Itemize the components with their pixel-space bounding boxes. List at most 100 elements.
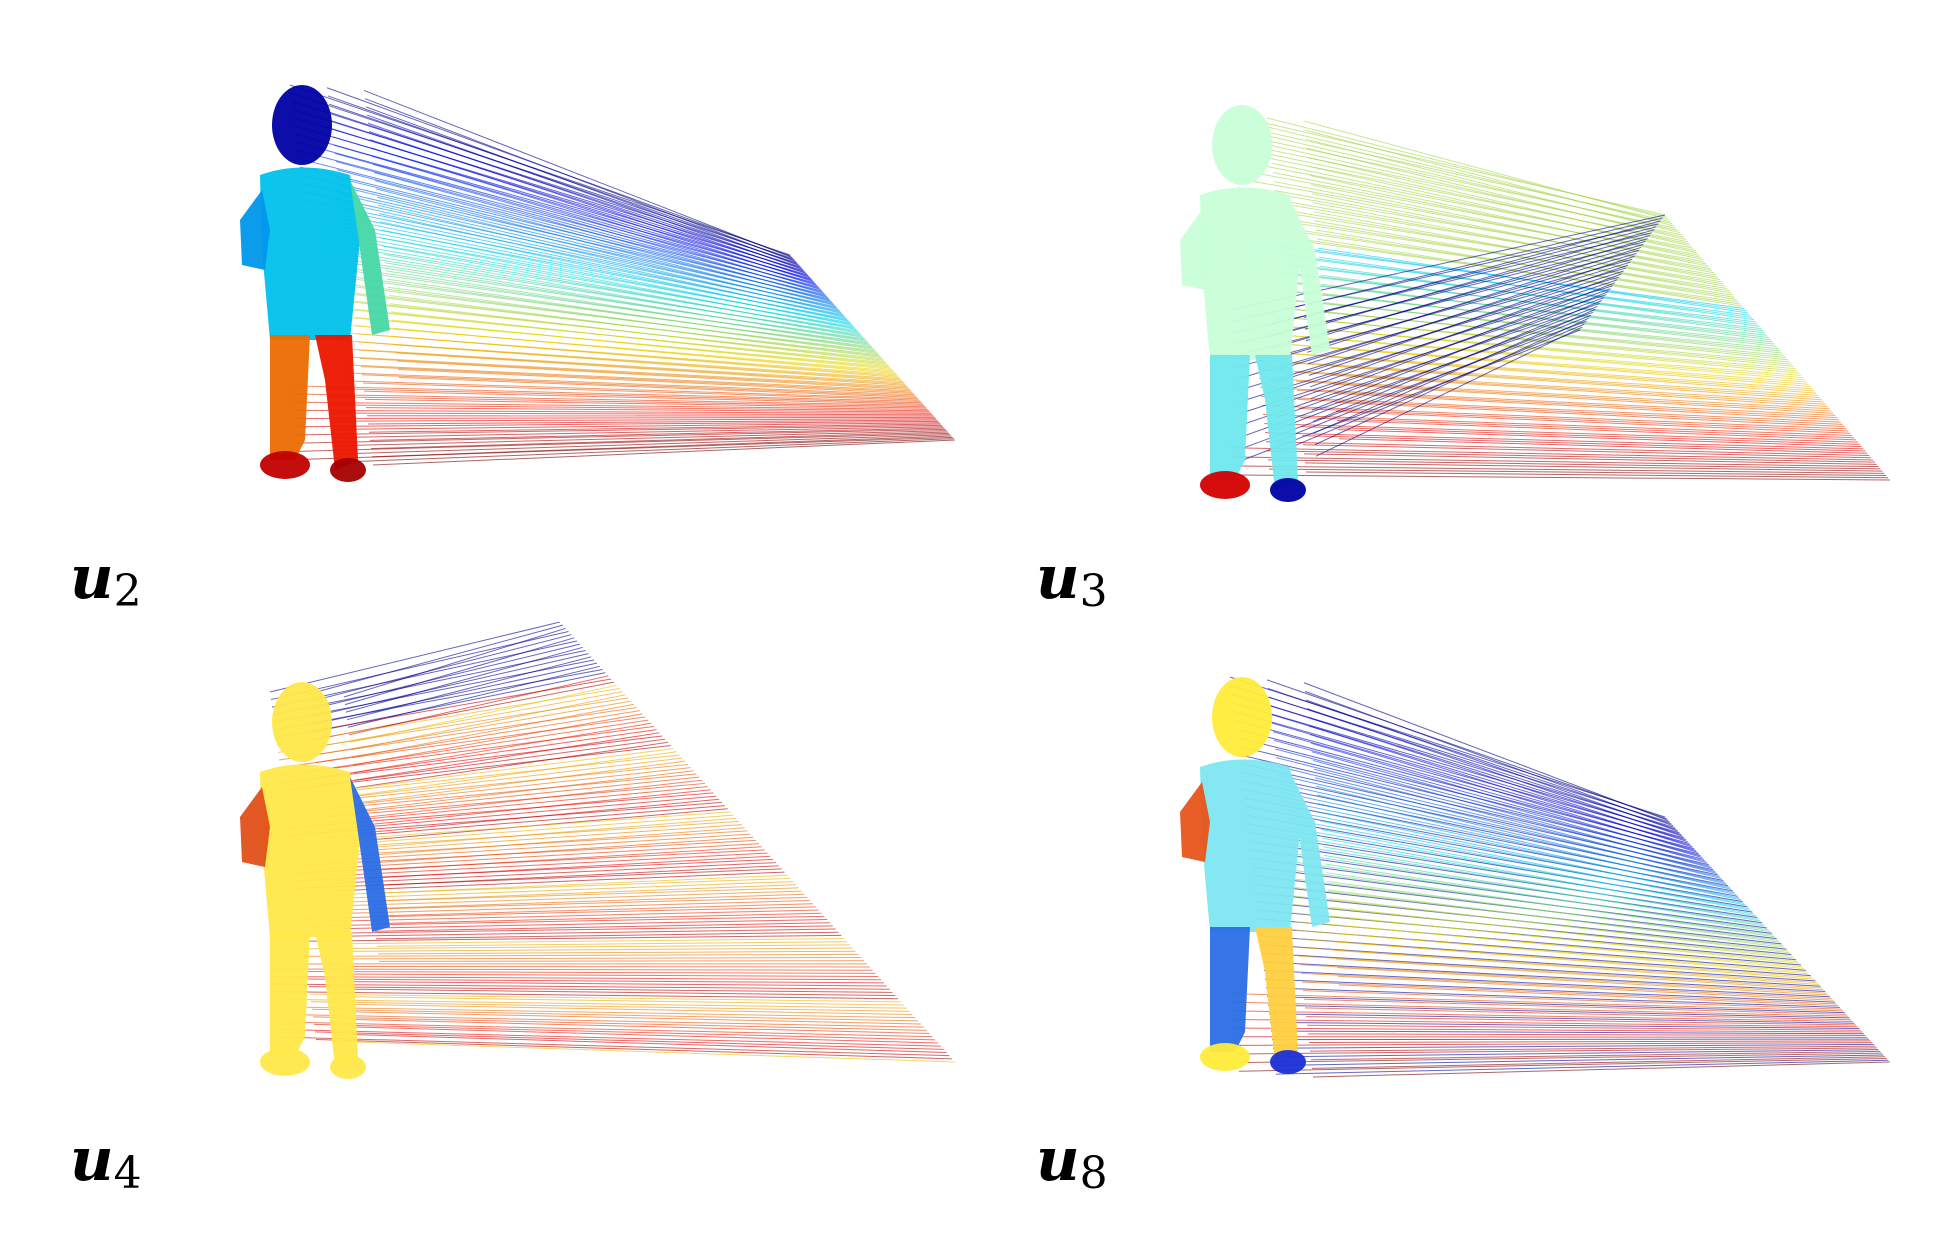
fan-u3-line — [1240, 214, 1728, 289]
fan-u3-line — [1315, 229, 1737, 301]
fan-u4-line — [351, 703, 634, 758]
fan-u4-line — [336, 909, 819, 922]
label-symbol: u — [1036, 1125, 1080, 1195]
fan-u3-line — [1314, 220, 1732, 294]
fan-u4-line — [279, 716, 646, 769]
fan-u4-line — [352, 713, 643, 766]
fan-u8-line — [1311, 751, 1708, 864]
fan-u3-blue-line — [1234, 258, 1633, 369]
fan-u3-blue-line — [1313, 308, 1596, 434]
fan-u3-line — [1316, 238, 1743, 307]
fan-u8-line — [1286, 852, 1764, 926]
fan-u3-line — [1313, 211, 1726, 287]
fan-u3-line — [1257, 368, 1824, 403]
fan-u2-line — [373, 171, 829, 299]
fan-u3-blue — [1229, 214, 1666, 461]
figure-u4-part — [260, 1048, 310, 1076]
fan-u8-line — [1302, 990, 1842, 1010]
fan-u8-line — [1264, 978, 1835, 1003]
figure-u3-part — [1180, 210, 1210, 290]
figure-u8-part — [1290, 772, 1330, 927]
figure-u3-part — [1210, 355, 1250, 480]
fan-u2-line — [376, 196, 839, 311]
fan-u4-line — [313, 691, 623, 748]
fan-u2-line — [384, 262, 868, 343]
panel-u2: u2 — [0, 0, 980, 622]
panel-u4: u4 — [0, 622, 980, 1244]
fan-u4-line — [338, 928, 836, 937]
fan-u4-line — [301, 925, 833, 935]
fan-u4-line — [271, 983, 890, 990]
fan-u4-line — [321, 767, 691, 809]
fan-u4-line — [317, 729, 657, 779]
figure-u2-part — [350, 180, 390, 335]
fan-u4-line — [324, 795, 717, 831]
fan-u8-line — [1309, 734, 1698, 853]
figure-u4-part — [315, 932, 358, 1067]
fan-u3-line — [1238, 196, 1717, 276]
fan-u3-blue-line — [1239, 302, 1600, 426]
figure-u8-part — [1180, 782, 1210, 862]
fan-u2-line — [359, 357, 909, 389]
fan-u3-line — [1292, 353, 1815, 392]
fan-u4-line — [354, 732, 660, 781]
fan-u8-line — [1235, 1042, 1873, 1046]
fan-u8-line — [1334, 949, 1819, 985]
fan-u8-line — [1319, 820, 1747, 906]
fan-u8-line — [1283, 826, 1750, 910]
fan-u3-line — [1338, 438, 1868, 454]
fan-u4-line — [308, 643, 581, 711]
fan-u3-line — [1298, 407, 1849, 432]
fan-u2-line — [365, 407, 931, 413]
fan-u4-line — [269, 968, 873, 971]
fan-u2-line — [325, 379, 919, 400]
fan-u8-line — [1249, 849, 1763, 924]
fan-u2-line — [371, 155, 822, 291]
fan-u3-blue-line — [1271, 261, 1631, 373]
fan-u3-line — [1330, 365, 1822, 401]
fan-u8-line — [1316, 794, 1732, 890]
fan-u2-line — [363, 90, 793, 259]
fan-u3-blue-line — [1233, 249, 1639, 357]
fan-u3-blue-line — [1307, 255, 1635, 365]
fan-u3-line — [1335, 410, 1851, 434]
fan-u4-line — [351, 1033, 947, 1054]
fan-u8-line — [1310, 742, 1703, 859]
fan-u8-line — [1337, 975, 1834, 1001]
fan-u2-line — [370, 147, 818, 287]
figure-u8-part — [1200, 1043, 1250, 1071]
fan-u3-blue-line — [1230, 223, 1659, 323]
fan-u4-line — [344, 637, 575, 706]
panel-label-u3: u3 — [1036, 548, 1108, 614]
fan-u4-line — [345, 646, 583, 713]
fan-u4-line — [306, 624, 563, 696]
fan-u4-line — [345, 988, 896, 997]
fan-u8-line — [1262, 961, 1826, 992]
fan-u3-blue-line — [1231, 232, 1653, 334]
fan-u2-line — [390, 311, 889, 366]
fan-u4-line — [349, 1018, 930, 1035]
fan-u2-line — [358, 349, 906, 385]
fan-u4-line — [269, 622, 561, 693]
fan-u4-line — [356, 751, 677, 796]
figure-u4-part — [240, 787, 270, 867]
fan-u8-line — [1267, 688, 1672, 825]
fan-u4-line — [303, 944, 850, 950]
fan-u8-line — [1328, 898, 1790, 954]
figure-u8 — [1180, 677, 1330, 1074]
fan-u3-blue-line — [1237, 285, 1613, 403]
fan-u8-line — [1325, 872, 1776, 938]
fan-u2-line — [398, 377, 918, 398]
fan-u2-line — [322, 355, 908, 388]
fan-u3-line — [1310, 184, 1709, 267]
fan-u2-line — [295, 424, 942, 436]
fan-u2-line — [312, 273, 872, 348]
fan-u3-line — [1319, 265, 1760, 327]
fan-u3-line — [1300, 426, 1860, 445]
fan-u8-line — [1268, 1013, 1855, 1024]
fan-u2-line — [369, 139, 814, 283]
fan-u3-line — [1304, 462, 1883, 472]
fan-u2-line — [289, 385, 921, 402]
fan-u3-blue-line — [1270, 252, 1637, 361]
fan-u3-line — [1276, 208, 1724, 285]
